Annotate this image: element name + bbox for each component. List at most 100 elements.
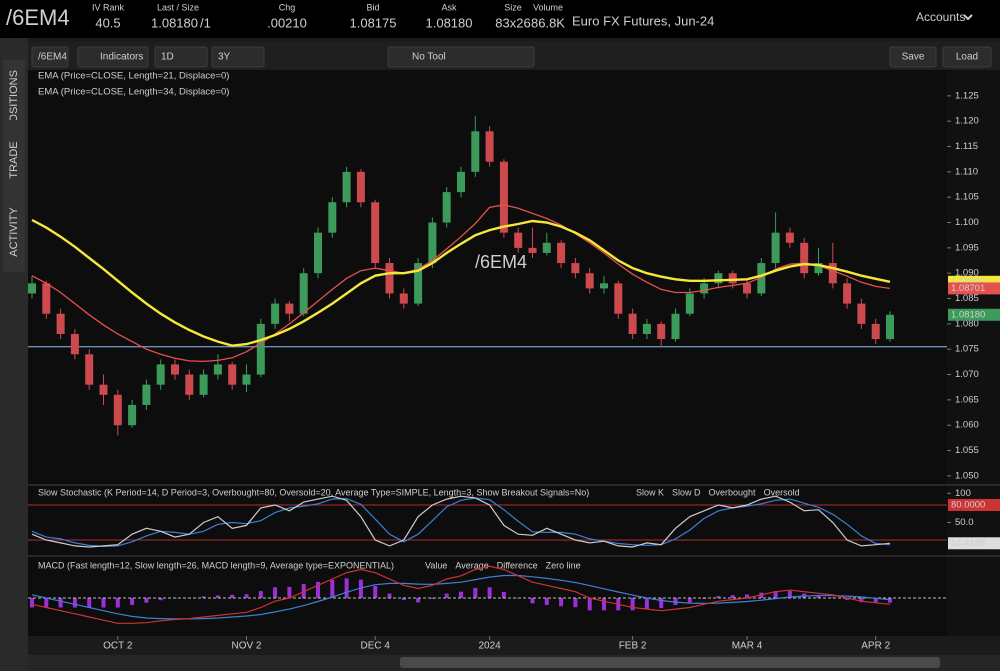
candle-body — [328, 202, 337, 233]
y-tick-label: 1.105 — [955, 192, 979, 203]
histogram-bar — [444, 593, 449, 598]
candle-body — [113, 394, 122, 426]
candle-body — [499, 161, 508, 233]
histogram-bar — [487, 587, 492, 598]
field-value: 1.08180 — [151, 15, 198, 30]
value-tag — [948, 537, 1000, 550]
field-label: Size — [504, 2, 522, 12]
description: Euro FX Futures, Jun-24 — [572, 13, 714, 28]
y-tick-label: 1.085 — [955, 293, 979, 304]
histogram-bar — [573, 598, 578, 608]
candle-body — [299, 273, 308, 314]
side-tab-label[interactable]: ACTIVITY — [8, 207, 20, 257]
histogram-bar — [58, 598, 63, 608]
toolbar-button[interactable] — [31, 46, 69, 68]
toolbar-label[interactable]: /6EM4 — [38, 52, 67, 63]
y-tick-label: 1.060 — [955, 420, 979, 431]
toolbar-label[interactable]: 3Y — [218, 52, 231, 63]
candle-body — [414, 263, 423, 304]
toolbar-button[interactable] — [77, 46, 149, 68]
histogram-bar — [101, 598, 106, 608]
candle-body — [442, 192, 451, 223]
candle-body — [671, 313, 680, 340]
candle-body — [457, 171, 465, 193]
histogram-bar — [115, 598, 120, 608]
candle-body — [514, 232, 523, 248]
candle-body — [399, 293, 408, 304]
histogram-bar — [72, 598, 77, 608]
candle-body — [142, 384, 151, 405]
candle-body — [871, 323, 880, 340]
toolbar-label[interactable]: Indicators — [100, 52, 143, 63]
candle-body — [485, 131, 494, 162]
toolbar-label[interactable]: No Tool — [412, 52, 446, 63]
price-tag-label: 1.08701 — [951, 283, 985, 294]
accounts-menu[interactable]: Accounts — [916, 10, 965, 24]
histogram-bar — [816, 595, 821, 598]
candle-body — [785, 232, 794, 243]
side-tab-label[interactable]: POSITIONS — [8, 70, 20, 130]
toolbar-button[interactable] — [154, 46, 208, 68]
toolbar-button[interactable] — [942, 46, 992, 68]
scroll-thumb[interactable] — [400, 657, 940, 668]
legend-entry: Value — [425, 560, 447, 570]
study-label: EMA (Price=CLOSE, Length=21, Displace=0) — [38, 71, 229, 82]
histogram-bar — [830, 597, 835, 598]
histogram-bar — [316, 581, 320, 598]
candle-body — [828, 263, 837, 284]
price-tag — [948, 282, 1000, 295]
price-tag-label: 1.08830 — [951, 276, 985, 287]
candle-body — [743, 283, 751, 294]
candle-body — [185, 374, 194, 395]
y-tick-label: 1.075 — [955, 344, 979, 355]
histogram-bar — [258, 591, 263, 598]
value-tag — [948, 498, 1000, 511]
histogram-bar — [644, 598, 649, 610]
histogram-bar — [630, 598, 635, 611]
histogram-bar — [559, 598, 564, 607]
candle-body — [728, 273, 737, 284]
x-tick-label: DEC 4 — [360, 641, 390, 652]
histogram-bar — [430, 598, 435, 599]
toolbar-label[interactable]: Save — [902, 52, 925, 63]
field-label: Chg — [279, 2, 296, 12]
side-tab[interactable] — [3, 120, 25, 200]
legend-entry: Average — [455, 560, 488, 570]
candle-body — [342, 171, 351, 203]
toolbar-button[interactable] — [889, 46, 937, 68]
study-label: EMA (Price=CLOSE, Length=34, Displace=0) — [38, 87, 229, 98]
histogram-bar — [358, 579, 363, 598]
toolbar-button[interactable] — [211, 46, 265, 68]
value-tag-label: 80.0000 — [951, 499, 985, 510]
stoch-k — [31, 495, 891, 548]
histogram-bar — [44, 598, 49, 608]
y-tick-label: 1.090 — [955, 268, 979, 279]
legend-entry: Slow K — [636, 487, 664, 497]
candle-body — [356, 171, 365, 203]
candle-body — [843, 283, 852, 304]
histogram-bar — [587, 598, 592, 611]
field-extra: /1 — [200, 15, 211, 30]
histogram-bar — [473, 587, 478, 598]
symbol: /6EM4 — [6, 5, 70, 30]
toolbar-label[interactable]: Load — [956, 52, 978, 63]
candle-body — [70, 334, 79, 355]
field-label: Last / Size — [157, 2, 199, 12]
dropdown-arrow — [963, 14, 973, 21]
quote-bar — [0, 0, 1000, 38]
candle-body — [814, 263, 823, 274]
candle-body — [528, 247, 537, 253]
legend-entry: Overbought — [709, 487, 757, 497]
candle-body — [471, 131, 480, 172]
side-tab-label[interactable]: TRADE — [8, 141, 20, 178]
toolbar-label[interactable]: 1D — [161, 52, 174, 63]
toolbar-button[interactable] — [387, 46, 535, 68]
study-title: MACD (Fast length=12, Slow length=26, MA… — [38, 560, 394, 570]
histogram-bar — [888, 598, 892, 603]
side-tab[interactable] — [3, 192, 25, 272]
candle-body — [28, 283, 36, 294]
histogram-bar — [330, 579, 335, 598]
x-tick-label: 2024 — [478, 641, 501, 652]
candle-body — [85, 354, 94, 385]
